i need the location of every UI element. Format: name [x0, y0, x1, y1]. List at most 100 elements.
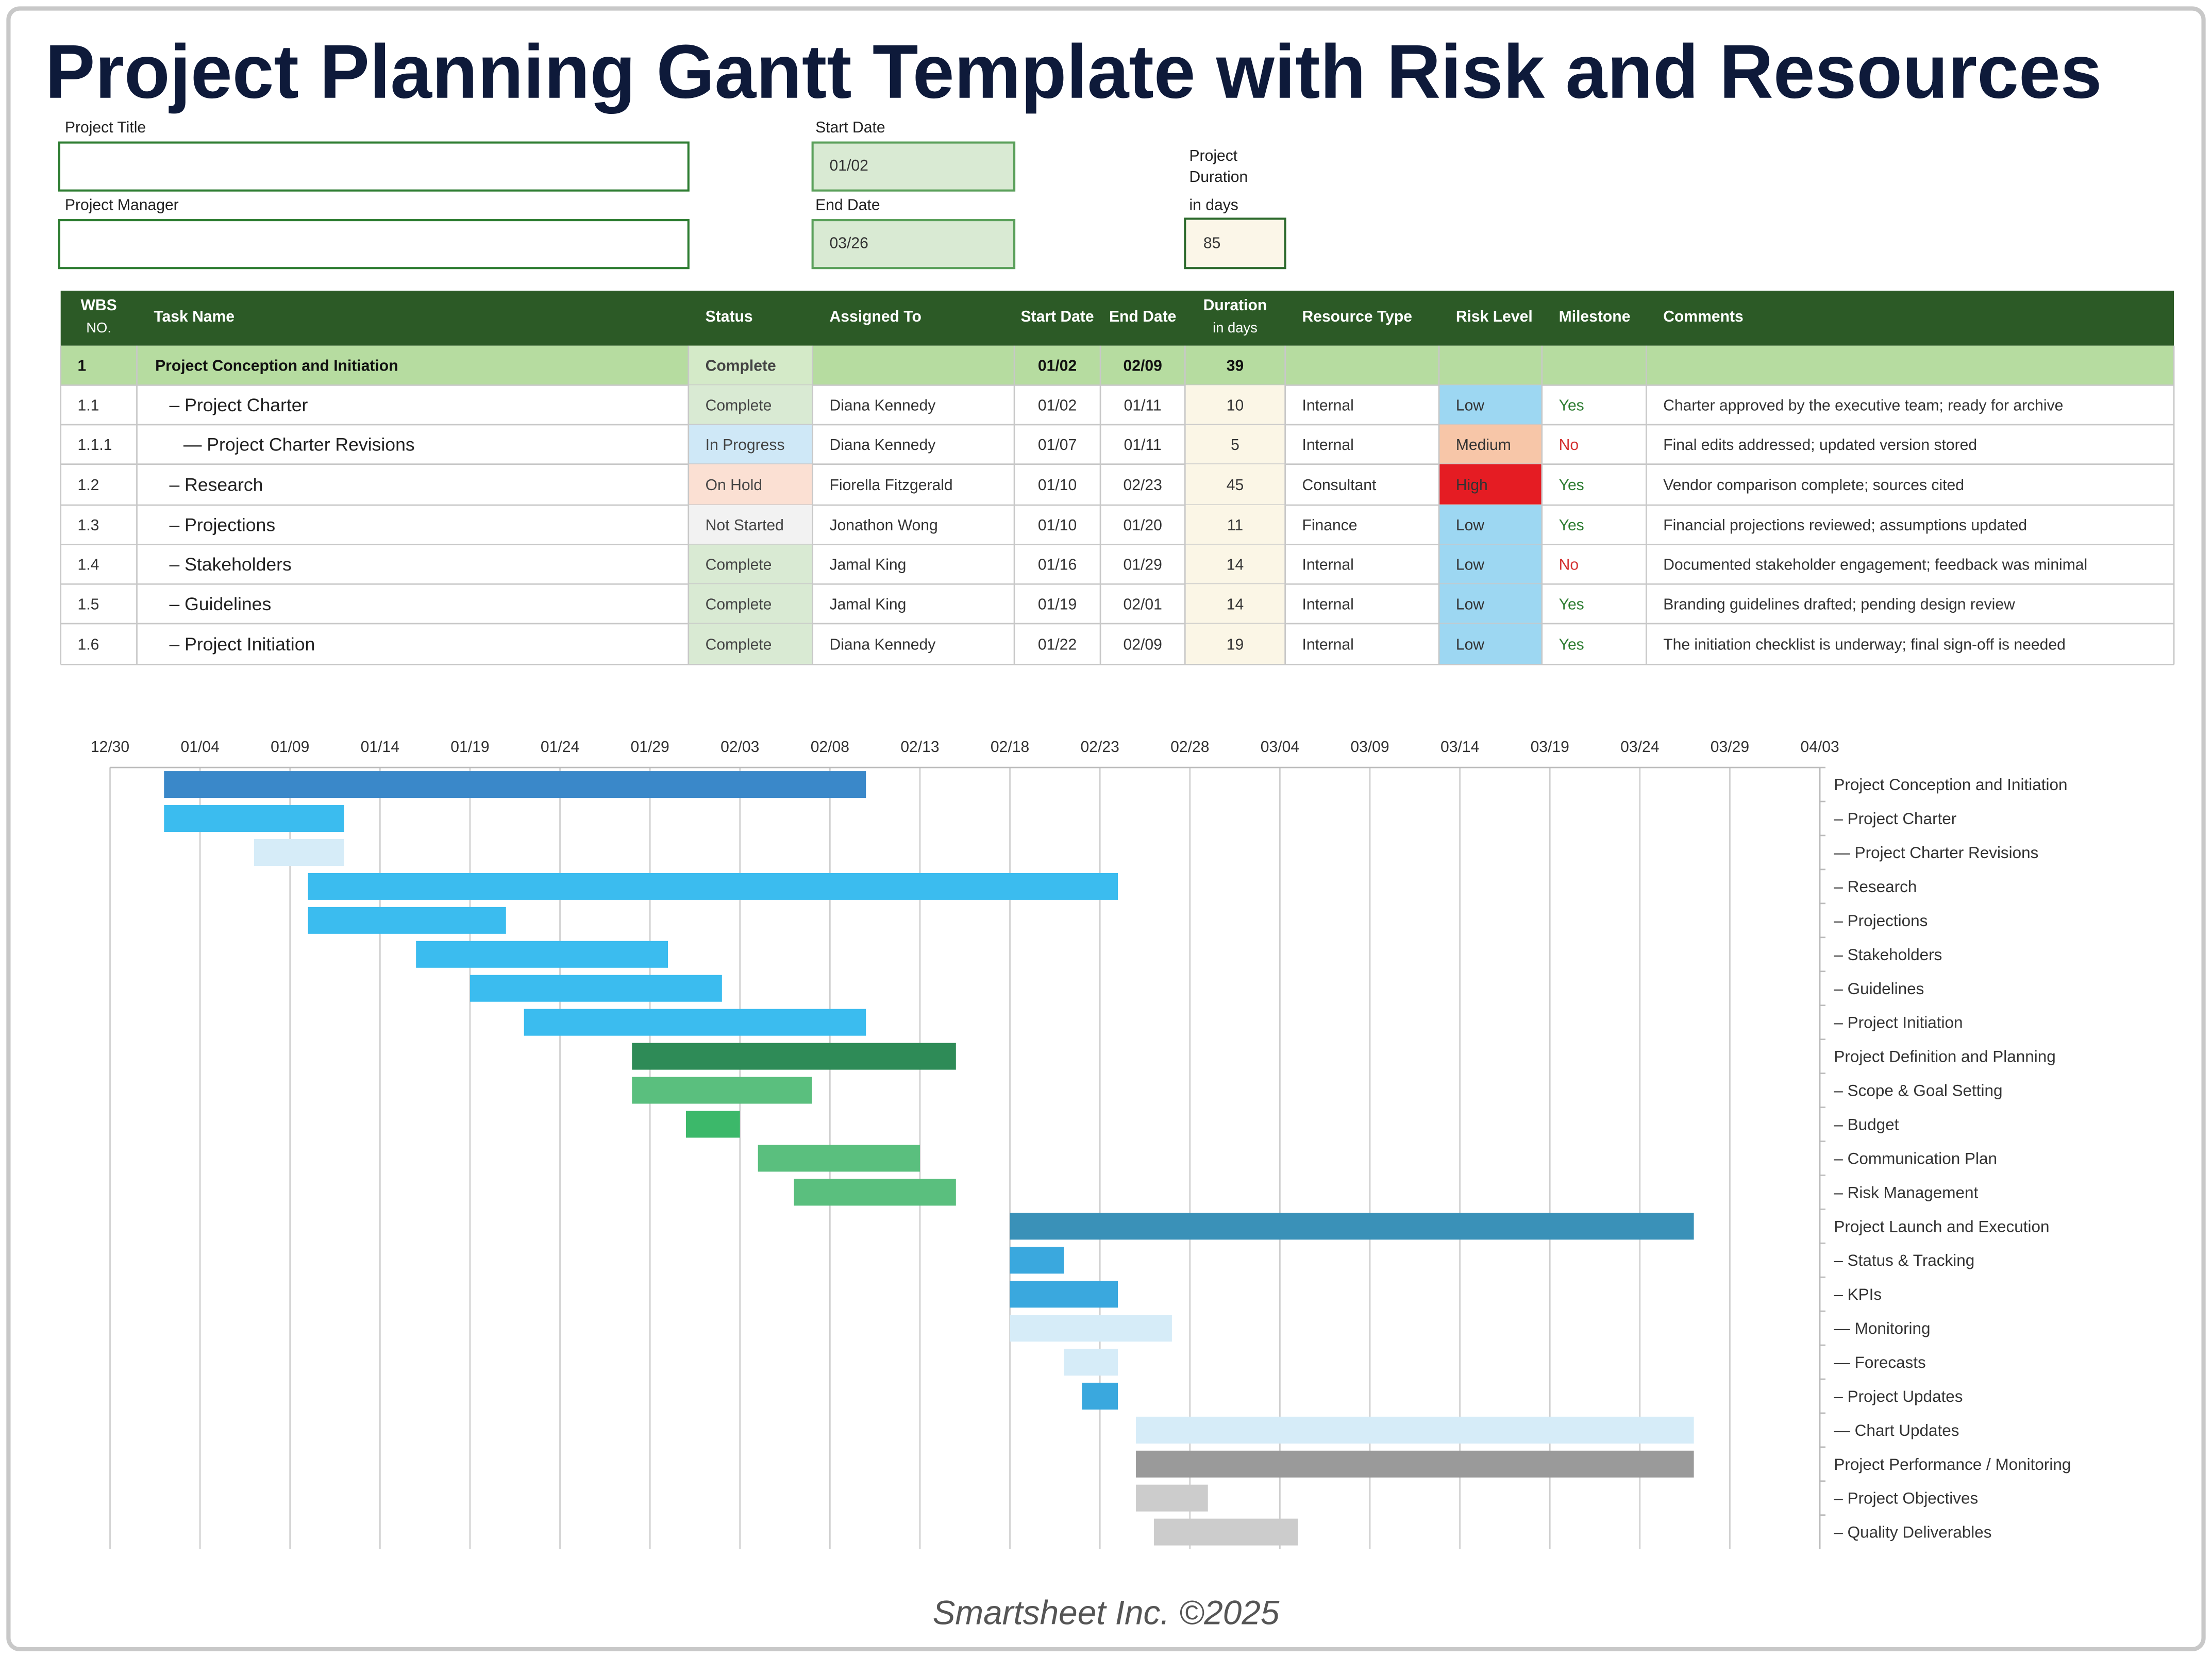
- summary-row: [60, 345, 2174, 386]
- field-value: 85: [1203, 235, 1220, 252]
- input-box[interactable]: [58, 219, 690, 270]
- header-cell: End Date: [1109, 308, 1176, 325]
- input-box[interactable]: [58, 141, 690, 192]
- status-cell: [688, 623, 813, 665]
- table-cell: Internal: [1302, 596, 1353, 613]
- gantt-bar: [685, 1111, 740, 1138]
- table-cell: Financial projections reviewed; assumpti…: [1663, 517, 2027, 534]
- table-cell: 01/02: [1038, 358, 1077, 375]
- task-label: Project Conception and Initiation: [1834, 776, 2067, 794]
- task-label: Project Launch and Execution: [1834, 1217, 2049, 1235]
- gantt-bar: [1010, 1281, 1118, 1308]
- gantt-bar: [254, 839, 344, 866]
- table-cell: 01/20: [1124, 517, 1162, 534]
- table-cell: No: [1559, 557, 1579, 574]
- table-cell: 11: [1227, 517, 1243, 534]
- table-cell: Complete: [706, 557, 772, 574]
- field-label: Project: [1189, 147, 1237, 164]
- gantt-bar: [1136, 1450, 1694, 1478]
- gantt-bar: [470, 975, 722, 1002]
- header-cell: Milestone: [1559, 308, 1631, 325]
- table-cell: In Progress: [706, 437, 785, 454]
- field-label: End Date: [815, 197, 880, 214]
- field-value: 03/26: [830, 235, 868, 252]
- gantt-bar: [164, 771, 866, 798]
- table-cell: 01/11: [1124, 397, 1162, 414]
- input-box[interactable]: [811, 219, 1016, 270]
- task-label: – Project Initiation: [1834, 1014, 1963, 1032]
- table-cell: Branding guidelines drafted; pending des…: [1663, 596, 2015, 613]
- table-cell: Consultant: [1302, 477, 1377, 494]
- x-tick-label: 03/04: [1261, 739, 1299, 756]
- x-tick-label: 03/09: [1350, 739, 1389, 756]
- x-tick-label: 03/29: [1711, 739, 1749, 756]
- task-label: – Status & Tracking: [1834, 1251, 1974, 1269]
- x-tick-label: 01/09: [271, 739, 309, 756]
- gantt-bar: [1136, 1416, 1694, 1444]
- task-label: – KPIs: [1834, 1285, 1882, 1303]
- gantt-bar: [1010, 1247, 1064, 1274]
- table-cell: 1.3: [78, 517, 99, 534]
- risk-cell: [1438, 425, 1542, 464]
- task-label: — Monitoring: [1834, 1319, 1930, 1337]
- table-cell: 02/09: [1124, 636, 1162, 653]
- field-value: 01/02: [830, 157, 868, 174]
- table-cell: 02/09: [1124, 358, 1162, 375]
- task-label: – Research: [1834, 878, 1917, 896]
- table-cell: 39: [1227, 358, 1244, 375]
- header-cell: WBS: [80, 297, 116, 314]
- table-cell: Internal: [1302, 437, 1353, 454]
- input-box[interactable]: [811, 141, 1016, 192]
- risk-cell: [1438, 464, 1542, 506]
- table-cell: – Stakeholders: [169, 554, 291, 575]
- task-label: – Guidelines: [1834, 980, 1924, 998]
- header-cell: Resource Type: [1302, 308, 1412, 325]
- gantt-bar: [1082, 1382, 1118, 1410]
- duration-cell: [1185, 505, 1285, 545]
- task-label: – Budget: [1834, 1115, 1899, 1133]
- table-header: [60, 290, 2174, 346]
- risk-cell: [1438, 584, 1542, 624]
- task-label: Project Performance / Monitoring: [1834, 1455, 2071, 1473]
- task-label: – Project Charter: [1834, 810, 1956, 828]
- header-cell: NO.: [86, 320, 111, 336]
- table-cell: 01/22: [1038, 636, 1077, 653]
- x-tick-label: 03/24: [1620, 739, 1659, 756]
- table-cell: 01/19: [1038, 596, 1077, 613]
- table-cell: Internal: [1302, 636, 1353, 653]
- table-cell: Jamal King: [830, 557, 907, 574]
- gantt-bar: [1010, 1213, 1694, 1240]
- gantt-bar: [1064, 1348, 1118, 1376]
- gantt-bar: [524, 1009, 866, 1036]
- x-tick-label: 01/24: [541, 739, 579, 756]
- x-tick-label: 03/14: [1440, 739, 1479, 756]
- table-cell: 01/11: [1124, 437, 1162, 454]
- duration-cell: [1185, 385, 1285, 425]
- x-tick-label: 02/23: [1081, 739, 1119, 756]
- table-cell: Yes: [1559, 517, 1584, 534]
- gantt-bar: [1010, 1315, 1172, 1342]
- x-tick-label: 01/04: [180, 739, 219, 756]
- header-cell: Status: [706, 308, 753, 325]
- table-cell: 1.1.1: [78, 437, 112, 454]
- table-cell: Yes: [1559, 596, 1584, 613]
- title: Project Planning Gantt Template with Ris…: [45, 29, 2102, 114]
- gantt-bar: [1153, 1518, 1298, 1546]
- table-cell: 02/23: [1124, 477, 1162, 494]
- status-cell: [688, 345, 813, 386]
- gantt-bar: [632, 1077, 812, 1104]
- task-label: – Stakeholders: [1834, 946, 1942, 964]
- risk-cell: [1438, 505, 1542, 545]
- field-label: Duration: [1189, 169, 1248, 186]
- duration-cell: [1185, 584, 1285, 624]
- table-cell: 01/16: [1038, 557, 1077, 574]
- table-cell: Low: [1456, 517, 1484, 534]
- table-cell: Final edits addressed; updated version s…: [1663, 437, 1977, 454]
- table-cell: Yes: [1559, 477, 1584, 494]
- table-cell: Low: [1456, 397, 1484, 414]
- input-box[interactable]: [1184, 217, 1286, 270]
- header-cell: Comments: [1663, 308, 1744, 325]
- field-label: Project Manager: [65, 197, 179, 214]
- table-cell: Internal: [1302, 557, 1353, 574]
